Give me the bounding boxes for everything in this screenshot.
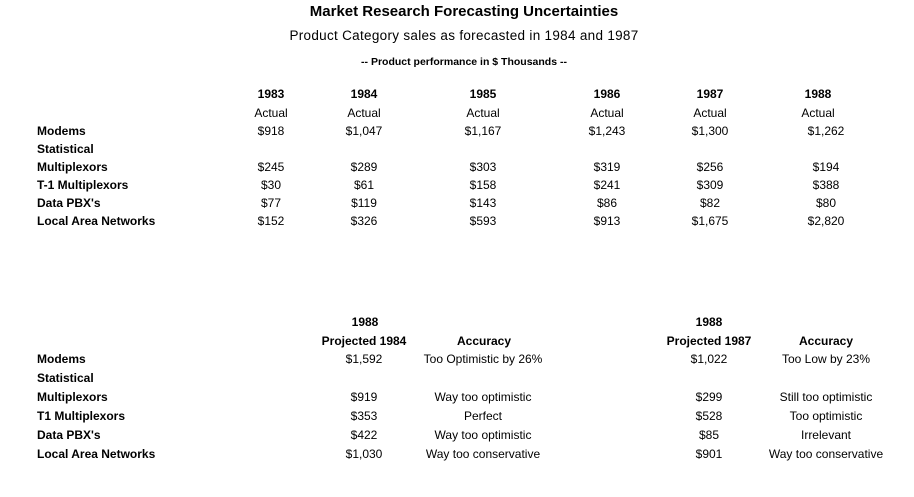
- page-subtitle: Product Category sales as forecasted in …: [289, 28, 639, 43]
- year-header-1988: 1988: [804, 87, 832, 101]
- table-cell: $1,675: [691, 214, 729, 228]
- row-label-data-pbx: Data PBX's: [37, 196, 101, 210]
- table-cell: $289: [350, 160, 378, 174]
- table-cell: Way too conservative: [425, 447, 541, 461]
- forecast-year-header: 1988: [695, 315, 723, 329]
- table-cell: $2,820: [807, 214, 845, 228]
- table-cell: $86: [596, 196, 618, 210]
- table-cell: $918: [257, 124, 285, 138]
- table-cell: $388: [812, 178, 840, 192]
- table-cell: $1,300: [691, 124, 729, 138]
- table-cell: $77: [260, 196, 282, 210]
- row-label-statistical: Statistical: [37, 371, 94, 385]
- actual-label: Actual: [590, 106, 624, 120]
- table-cell: $85: [698, 428, 720, 442]
- row-label-multiplexors: Multiplexors: [37, 390, 108, 404]
- year-header-1984: 1984: [350, 87, 378, 101]
- table-cell: $422: [350, 428, 378, 442]
- table-cell: $353: [350, 409, 378, 423]
- table-cell: Still too optimistic: [779, 390, 873, 404]
- table-cell: $80: [815, 196, 837, 210]
- table-cell: $299: [695, 390, 723, 404]
- actual-label: Actual: [254, 106, 288, 120]
- table-cell: Perfect: [463, 409, 503, 423]
- table-cell: $901: [695, 447, 723, 461]
- table-cell: $593: [469, 214, 497, 228]
- year-header-1986: 1986: [593, 87, 621, 101]
- actual-label: Actual: [347, 106, 381, 120]
- row-label-data-pbx: Data PBX's: [37, 428, 101, 442]
- table-cell: Too Low by 23%: [781, 352, 871, 366]
- page-title: Market Research Forecasting Uncertaintie…: [309, 3, 619, 20]
- table-cell: Way too optimistic: [434, 428, 532, 442]
- accuracy-header: Accuracy: [798, 334, 854, 348]
- table-cell: Too optimistic: [789, 409, 863, 423]
- table-cell: $245: [257, 160, 285, 174]
- table-cell: $1,047: [345, 124, 383, 138]
- table-cell: Way too optimistic: [434, 390, 532, 404]
- accuracy-header: Accuracy: [456, 334, 512, 348]
- row-label-lan: Local Area Networks: [37, 447, 156, 461]
- table-cell: $303: [469, 160, 497, 174]
- table-cell: $1,592: [345, 352, 383, 366]
- table-cell: $119: [351, 196, 377, 210]
- table-cell: $152: [257, 214, 285, 228]
- projected-1984-header: Projected 1984: [321, 334, 407, 348]
- table-cell: $309: [696, 178, 724, 192]
- table-cell: $326: [350, 214, 378, 228]
- table-cell: $30: [260, 178, 282, 192]
- table-cell: Irrelevant: [800, 428, 852, 442]
- table-cell: Way too conservative: [768, 447, 884, 461]
- table-cell: $1,022: [690, 352, 728, 366]
- year-header-1985: 1985: [469, 87, 497, 101]
- actual-label: Actual: [801, 106, 835, 120]
- table-cell: $1,243: [588, 124, 626, 138]
- table-cell: $158: [469, 178, 497, 192]
- table-cell: $913: [593, 214, 621, 228]
- row-label-t1-multiplexors: T-1 Multiplexors: [37, 178, 129, 192]
- units-note: -- Product performance in $ Thousands --: [361, 56, 567, 68]
- table-cell: $1,030: [345, 447, 383, 461]
- row-label-statistical: Statistical: [37, 142, 94, 156]
- actual-label: Actual: [693, 106, 727, 120]
- table-cell: $194: [812, 160, 840, 174]
- table-cell: $1,262: [807, 124, 845, 138]
- row-label-multiplexors: Multiplexors: [37, 160, 108, 174]
- projected-1987-header: Projected 1987: [666, 334, 752, 348]
- table-cell: $1,167: [464, 124, 502, 138]
- row-label-lan: Local Area Networks: [37, 214, 156, 228]
- table-cell: $143: [469, 196, 497, 210]
- table-cell: $256: [696, 160, 724, 174]
- actual-label: Actual: [466, 106, 500, 120]
- row-label-modems: Modems: [37, 352, 86, 366]
- row-label-t1-multiplexors: T1 Multiplexors: [37, 409, 126, 423]
- forecast-year-header: 1988: [351, 315, 379, 329]
- table-cell: Too Optimistic by 26%: [423, 352, 543, 366]
- table-cell: $241: [593, 178, 621, 192]
- table-cell: $919: [350, 390, 378, 404]
- table-cell: $82: [699, 196, 721, 210]
- year-header-1987: 1987: [696, 87, 724, 101]
- table-cell: $61: [353, 178, 375, 192]
- table-cell: $528: [695, 409, 723, 423]
- year-header-1983: 1983: [257, 87, 285, 101]
- row-label-modems: Modems: [37, 124, 86, 138]
- table-cell: $319: [593, 160, 621, 174]
